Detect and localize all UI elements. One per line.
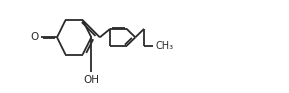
Text: CH₃: CH₃ <box>155 41 173 51</box>
Text: O: O <box>30 32 39 42</box>
Text: OH: OH <box>83 75 99 85</box>
